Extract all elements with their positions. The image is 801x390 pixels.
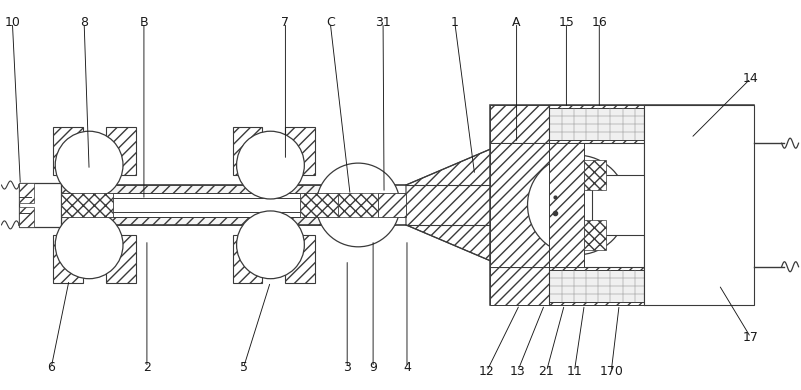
Text: C: C xyxy=(326,16,335,29)
Text: 7: 7 xyxy=(281,16,289,29)
Polygon shape xyxy=(406,145,500,265)
Bar xyxy=(489,143,549,267)
Text: 1: 1 xyxy=(451,16,459,29)
Text: 21: 21 xyxy=(538,365,554,378)
Bar xyxy=(53,127,83,175)
Circle shape xyxy=(55,131,123,199)
Text: 5: 5 xyxy=(239,361,248,374)
Text: 3: 3 xyxy=(344,361,351,374)
Bar xyxy=(549,143,585,267)
Text: 9: 9 xyxy=(369,361,377,374)
Text: 8: 8 xyxy=(80,16,88,29)
Bar xyxy=(285,235,316,283)
Circle shape xyxy=(316,163,400,247)
Bar xyxy=(285,127,316,175)
Text: 12: 12 xyxy=(479,365,494,378)
Text: 14: 14 xyxy=(743,72,759,85)
Text: 4: 4 xyxy=(403,361,411,374)
Text: 31: 31 xyxy=(375,16,391,29)
Text: 16: 16 xyxy=(591,16,607,29)
Bar xyxy=(19,207,34,227)
Bar xyxy=(489,267,644,305)
Text: 15: 15 xyxy=(558,16,574,29)
Text: 11: 11 xyxy=(566,365,582,378)
Bar xyxy=(106,235,136,283)
Bar xyxy=(592,175,672,235)
Bar xyxy=(19,183,61,227)
Text: 10: 10 xyxy=(5,16,20,29)
Bar xyxy=(56,185,395,193)
Bar xyxy=(232,235,263,283)
Text: 170: 170 xyxy=(599,365,623,378)
Text: 2: 2 xyxy=(143,361,151,374)
Circle shape xyxy=(55,211,123,279)
Bar xyxy=(106,127,136,175)
Bar xyxy=(19,183,34,203)
Bar xyxy=(585,160,606,190)
Text: B: B xyxy=(139,16,148,29)
Bar xyxy=(644,105,754,305)
Bar xyxy=(378,193,406,217)
Circle shape xyxy=(528,155,627,255)
Text: 6: 6 xyxy=(47,361,55,374)
Bar xyxy=(549,270,696,301)
Circle shape xyxy=(236,131,304,199)
Bar xyxy=(232,127,263,175)
Circle shape xyxy=(553,180,602,230)
Bar xyxy=(585,220,606,250)
Bar xyxy=(489,105,644,143)
Bar xyxy=(489,105,754,305)
Bar xyxy=(61,193,113,217)
Bar xyxy=(53,235,83,283)
Text: 17: 17 xyxy=(743,331,759,344)
Text: 13: 13 xyxy=(509,365,525,378)
Bar xyxy=(549,108,696,140)
Circle shape xyxy=(236,211,304,279)
Bar xyxy=(338,193,378,217)
Text: A: A xyxy=(513,16,521,29)
Bar xyxy=(56,217,395,225)
Bar xyxy=(300,193,338,217)
